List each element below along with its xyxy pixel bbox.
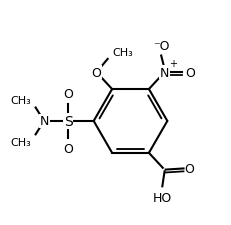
Text: O: O xyxy=(91,67,101,79)
Text: N: N xyxy=(40,115,49,128)
Text: +: + xyxy=(169,59,177,69)
Text: O: O xyxy=(184,162,194,175)
Text: O: O xyxy=(63,88,73,101)
Text: ⁻O: ⁻O xyxy=(152,39,169,52)
Text: CH₃: CH₃ xyxy=(10,137,31,147)
Text: O: O xyxy=(185,67,194,79)
Text: CH₃: CH₃ xyxy=(10,96,31,106)
Text: CH₃: CH₃ xyxy=(112,47,132,57)
Text: N: N xyxy=(159,67,168,79)
Text: S: S xyxy=(63,115,72,128)
Text: O: O xyxy=(63,142,73,155)
Text: HO: HO xyxy=(152,191,171,204)
